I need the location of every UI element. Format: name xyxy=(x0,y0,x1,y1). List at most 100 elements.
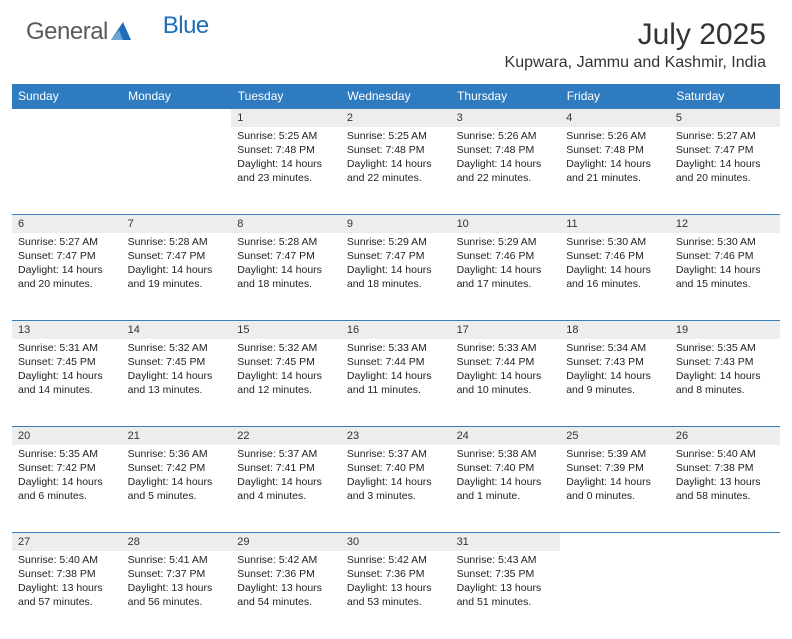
day-details: Sunrise: 5:32 AMSunset: 7:45 PMDaylight:… xyxy=(122,339,232,402)
day-details: Sunrise: 5:26 AMSunset: 7:48 PMDaylight:… xyxy=(451,127,561,190)
day-number: 18 xyxy=(560,321,670,338)
day-number: 1 xyxy=(231,109,341,126)
day-number: 12 xyxy=(670,215,780,232)
day-number: 9 xyxy=(341,215,451,232)
day-content-cell xyxy=(12,127,122,215)
day-number-cell: 23 xyxy=(341,427,451,445)
day-content-cell: Sunrise: 5:40 AMSunset: 7:38 PMDaylight:… xyxy=(12,551,122,639)
day-number-cell: 8 xyxy=(231,215,341,233)
weekday-header: Friday xyxy=(560,84,670,109)
day-number: 17 xyxy=(451,321,561,338)
day-content-cell: Sunrise: 5:42 AMSunset: 7:36 PMDaylight:… xyxy=(231,551,341,639)
location-text: Kupwara, Jammu and Kashmir, India xyxy=(505,54,766,72)
day-content-cell xyxy=(122,127,232,215)
day-number-cell: 26 xyxy=(670,427,780,445)
day-content-cell: Sunrise: 5:37 AMSunset: 7:41 PMDaylight:… xyxy=(231,445,341,533)
day-number-cell: 7 xyxy=(122,215,232,233)
day-content-cell: Sunrise: 5:27 AMSunset: 7:47 PMDaylight:… xyxy=(670,127,780,215)
day-number-cell: 10 xyxy=(451,215,561,233)
day-content-cell: Sunrise: 5:26 AMSunset: 7:48 PMDaylight:… xyxy=(451,127,561,215)
day-number: 28 xyxy=(122,533,232,550)
day-content-cell: Sunrise: 5:36 AMSunset: 7:42 PMDaylight:… xyxy=(122,445,232,533)
day-number: 10 xyxy=(451,215,561,232)
day-number: 20 xyxy=(12,427,122,444)
day-number-cell: 3 xyxy=(451,109,561,127)
day-number-cell xyxy=(122,109,232,127)
day-details: Sunrise: 5:30 AMSunset: 7:46 PMDaylight:… xyxy=(560,233,670,296)
day-number-cell: 31 xyxy=(451,533,561,551)
day-number-cell: 2 xyxy=(341,109,451,127)
day-number-cell: 15 xyxy=(231,321,341,339)
weekday-header: Monday xyxy=(122,84,232,109)
day-content-cell: Sunrise: 5:28 AMSunset: 7:47 PMDaylight:… xyxy=(122,233,232,321)
day-number: 5 xyxy=(670,109,780,126)
day-details: Sunrise: 5:25 AMSunset: 7:48 PMDaylight:… xyxy=(231,127,341,190)
day-number: 6 xyxy=(12,215,122,232)
day-number-cell: 16 xyxy=(341,321,451,339)
day-number-cell: 13 xyxy=(12,321,122,339)
calendar-table: SundayMondayTuesdayWednesdayThursdayFrid… xyxy=(12,84,780,639)
brand-logo: General Blue xyxy=(26,18,209,46)
brand-part1: General xyxy=(26,18,108,46)
day-number-cell: 22 xyxy=(231,427,341,445)
day-content-cell: Sunrise: 5:40 AMSunset: 7:38 PMDaylight:… xyxy=(670,445,780,533)
day-content-cell: Sunrise: 5:29 AMSunset: 7:46 PMDaylight:… xyxy=(451,233,561,321)
day-details: Sunrise: 5:30 AMSunset: 7:46 PMDaylight:… xyxy=(670,233,780,296)
day-details: Sunrise: 5:29 AMSunset: 7:47 PMDaylight:… xyxy=(341,233,451,296)
brand-part2: Blue xyxy=(163,12,209,39)
day-details: Sunrise: 5:40 AMSunset: 7:38 PMDaylight:… xyxy=(670,445,780,508)
day-number: 31 xyxy=(451,533,561,550)
day-details: Sunrise: 5:33 AMSunset: 7:44 PMDaylight:… xyxy=(451,339,561,402)
day-content-cell: Sunrise: 5:35 AMSunset: 7:42 PMDaylight:… xyxy=(12,445,122,533)
day-number: 13 xyxy=(12,321,122,338)
day-details: Sunrise: 5:29 AMSunset: 7:46 PMDaylight:… xyxy=(451,233,561,296)
day-number-cell: 29 xyxy=(231,533,341,551)
day-content-cell: Sunrise: 5:34 AMSunset: 7:43 PMDaylight:… xyxy=(560,339,670,427)
day-number: 16 xyxy=(341,321,451,338)
day-number: 24 xyxy=(451,427,561,444)
weekday-header: Sunday xyxy=(12,84,122,109)
day-number-cell: 19 xyxy=(670,321,780,339)
day-number: 14 xyxy=(122,321,232,338)
day-number-cell: 6 xyxy=(12,215,122,233)
day-number: 30 xyxy=(341,533,451,550)
day-content-cell: Sunrise: 5:30 AMSunset: 7:46 PMDaylight:… xyxy=(670,233,780,321)
day-number: 29 xyxy=(231,533,341,550)
day-number-cell: 4 xyxy=(560,109,670,127)
day-details: Sunrise: 5:27 AMSunset: 7:47 PMDaylight:… xyxy=(670,127,780,190)
day-number-cell: 20 xyxy=(12,427,122,445)
day-number-cell: 9 xyxy=(341,215,451,233)
day-details: Sunrise: 5:31 AMSunset: 7:45 PMDaylight:… xyxy=(12,339,122,402)
day-number-cell: 21 xyxy=(122,427,232,445)
day-details: Sunrise: 5:36 AMSunset: 7:42 PMDaylight:… xyxy=(122,445,232,508)
day-details: Sunrise: 5:42 AMSunset: 7:36 PMDaylight:… xyxy=(341,551,451,614)
day-content-cell: Sunrise: 5:33 AMSunset: 7:44 PMDaylight:… xyxy=(451,339,561,427)
day-content-cell: Sunrise: 5:29 AMSunset: 7:47 PMDaylight:… xyxy=(341,233,451,321)
day-number: 2 xyxy=(341,109,451,126)
day-number: 3 xyxy=(451,109,561,126)
day-details: Sunrise: 5:40 AMSunset: 7:38 PMDaylight:… xyxy=(12,551,122,614)
day-number: 4 xyxy=(560,109,670,126)
weekday-header: Saturday xyxy=(670,84,780,109)
day-content-cell: Sunrise: 5:32 AMSunset: 7:45 PMDaylight:… xyxy=(231,339,341,427)
day-content-cell: Sunrise: 5:32 AMSunset: 7:45 PMDaylight:… xyxy=(122,339,232,427)
day-content-cell: Sunrise: 5:25 AMSunset: 7:48 PMDaylight:… xyxy=(341,127,451,215)
day-number: 19 xyxy=(670,321,780,338)
day-number-cell: 28 xyxy=(122,533,232,551)
day-details: Sunrise: 5:33 AMSunset: 7:44 PMDaylight:… xyxy=(341,339,451,402)
day-number: 15 xyxy=(231,321,341,338)
day-details: Sunrise: 5:38 AMSunset: 7:40 PMDaylight:… xyxy=(451,445,561,508)
title-block: July 2025 Kupwara, Jammu and Kashmir, In… xyxy=(505,18,766,72)
weekday-header: Tuesday xyxy=(231,84,341,109)
day-number-cell: 11 xyxy=(560,215,670,233)
day-content-cell: Sunrise: 5:42 AMSunset: 7:36 PMDaylight:… xyxy=(341,551,451,639)
day-details: Sunrise: 5:28 AMSunset: 7:47 PMDaylight:… xyxy=(231,233,341,296)
day-number: 8 xyxy=(231,215,341,232)
month-title: July 2025 xyxy=(505,18,766,52)
day-number-cell: 27 xyxy=(12,533,122,551)
day-details: Sunrise: 5:25 AMSunset: 7:48 PMDaylight:… xyxy=(341,127,451,190)
day-number-cell: 5 xyxy=(670,109,780,127)
day-content-cell: Sunrise: 5:33 AMSunset: 7:44 PMDaylight:… xyxy=(341,339,451,427)
day-details: Sunrise: 5:42 AMSunset: 7:36 PMDaylight:… xyxy=(231,551,341,614)
day-content-cell: Sunrise: 5:30 AMSunset: 7:46 PMDaylight:… xyxy=(560,233,670,321)
